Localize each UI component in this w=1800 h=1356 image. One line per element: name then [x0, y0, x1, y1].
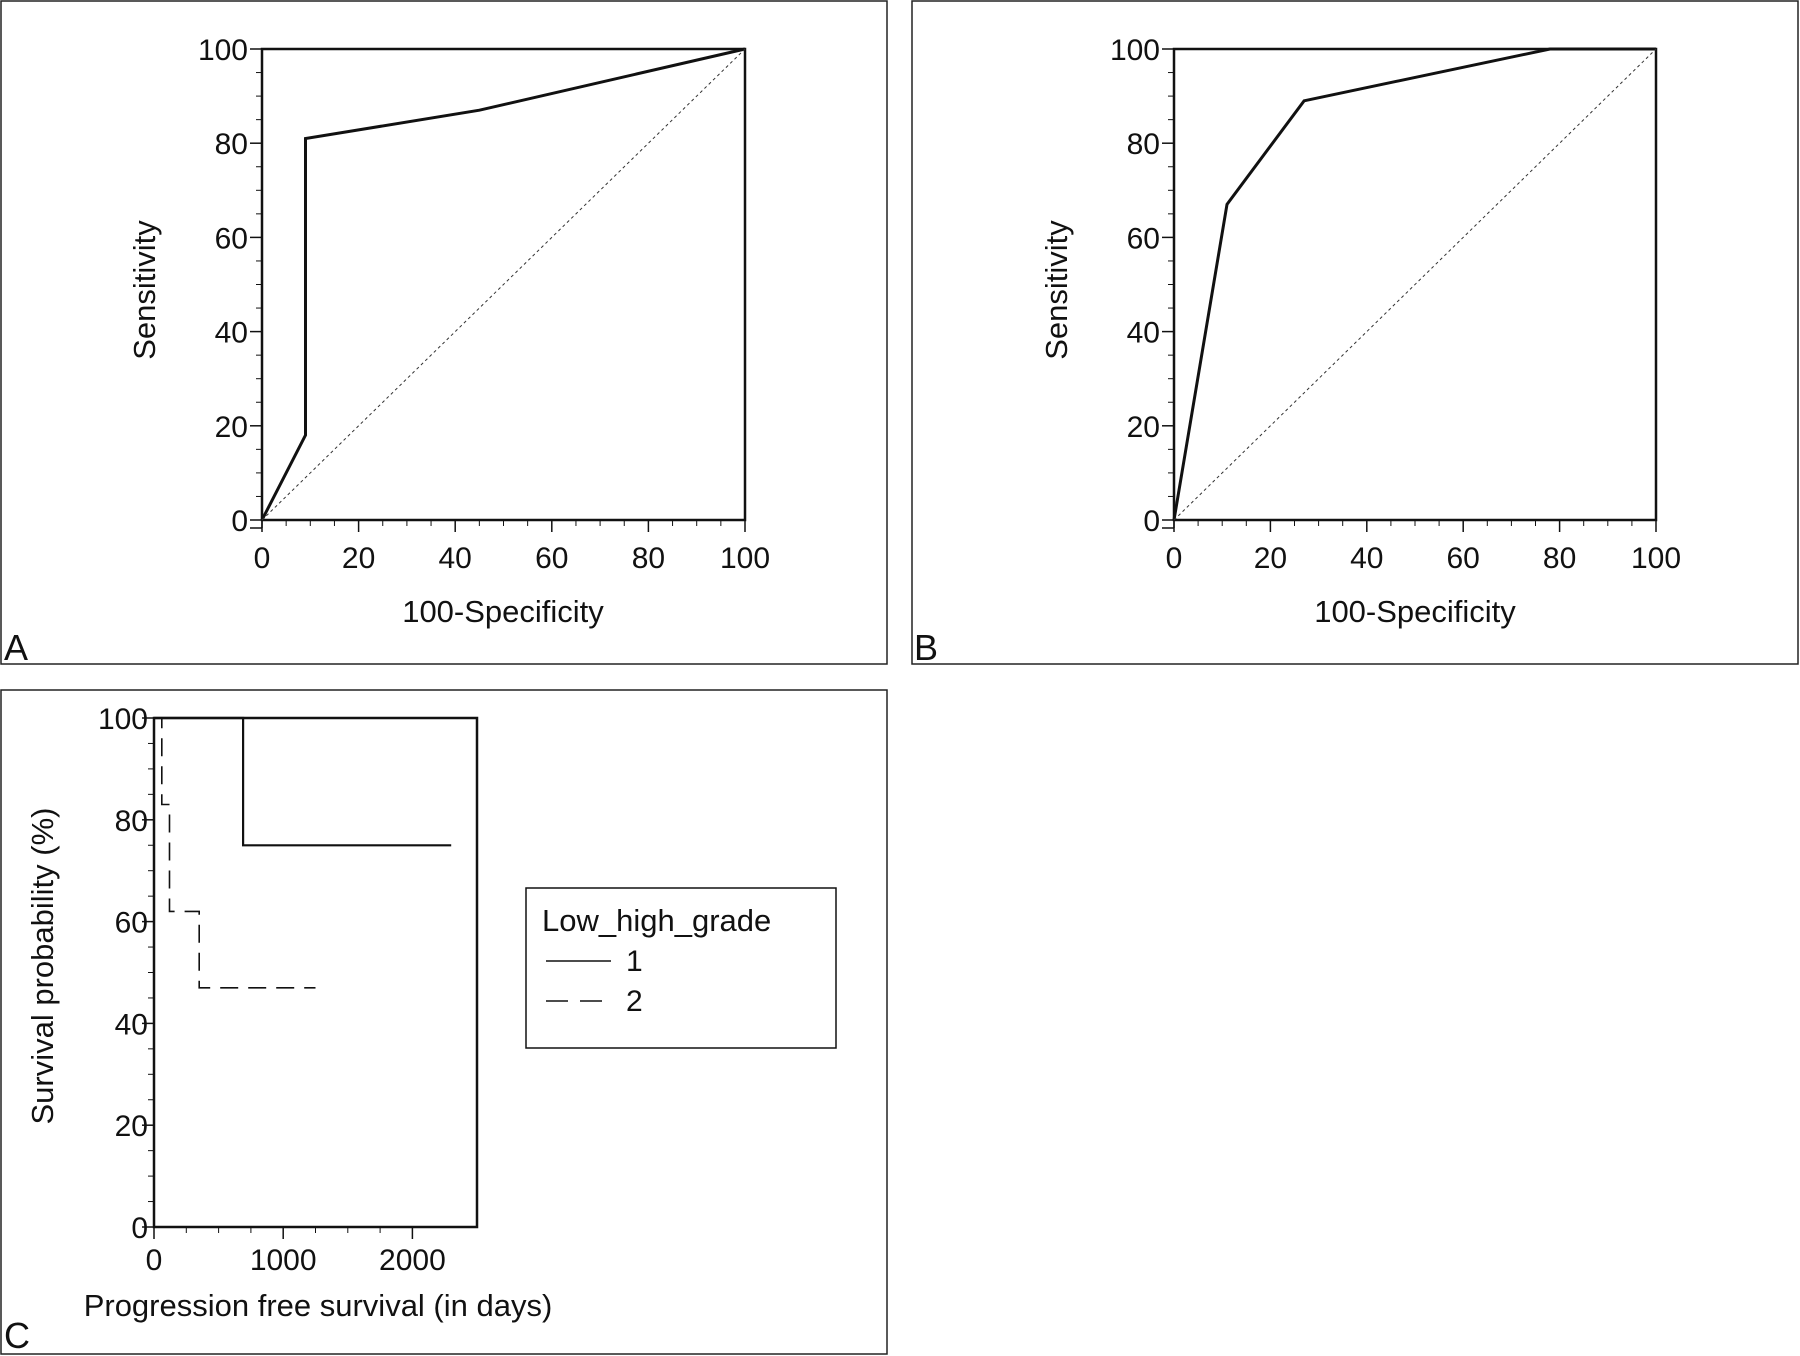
- survival-curve-group-1: [154, 716, 452, 847]
- roc-curve: [1172, 47, 1656, 521]
- y-tick-label: 0: [131, 1212, 148, 1245]
- legend-label: 2: [626, 985, 643, 1018]
- y-tick-label: 0: [1143, 505, 1160, 538]
- x-tick-label: 40: [439, 542, 472, 575]
- legend-title: Low_high_grade: [542, 903, 771, 938]
- panel-letter: B: [914, 627, 938, 668]
- y-tick-label: 0: [231, 505, 248, 538]
- y-tick-label: 100: [1110, 34, 1160, 67]
- reference-diagonal: [1173, 48, 1657, 521]
- plot-area-border: [152, 716, 479, 1229]
- x-tick-label: 0: [254, 542, 271, 575]
- x-tick-label: 0: [146, 1244, 163, 1277]
- survival-curve-group-2: [154, 717, 316, 989]
- x-tick-label: 0: [1166, 542, 1183, 575]
- panel-letter: A: [4, 627, 28, 668]
- x-tick-label: 80: [1543, 542, 1576, 575]
- y-tick-label: 80: [1127, 128, 1160, 161]
- y-axis-title: Sensitivity: [127, 220, 162, 360]
- y-tick-label: 20: [1127, 411, 1160, 444]
- x-tick-label: 60: [535, 542, 568, 575]
- panel-frame: [0, 0, 888, 665]
- x-tick-label: 100: [1631, 542, 1681, 575]
- y-axis-title: Sensitivity: [1039, 220, 1074, 360]
- x-axis-title: 100-Specificity: [402, 594, 604, 629]
- x-axis-title: 100-Specificity: [1314, 594, 1516, 629]
- panel-b: 0 20 40 60 80 100 0 20 40 60 80 100 100-Specificity S…: [911, 0, 1799, 668]
- y-tick-label: 100: [198, 34, 248, 67]
- panel-letter: C: [4, 1315, 30, 1356]
- x-tick-label: 20: [1254, 542, 1287, 575]
- y-axis-title: Survival probability (%): [25, 808, 60, 1125]
- y-tick-label: 100: [98, 703, 148, 736]
- x-axis-title: Progression free survival (in days): [84, 1288, 553, 1323]
- y-tick-label: 40: [115, 1008, 148, 1041]
- legend-label: 1: [626, 945, 643, 978]
- x-tick-label: 40: [1350, 542, 1383, 575]
- x-tick-label: 2000: [379, 1244, 446, 1277]
- x-tick-label: 60: [1447, 542, 1480, 575]
- x-tick-label: 20: [342, 542, 375, 575]
- panel-frame: [0, 689, 888, 1355]
- y-tick-label: 80: [215, 128, 248, 161]
- y-tick-label: 60: [215, 222, 248, 255]
- x-tick-label: 1000: [250, 1244, 317, 1277]
- y-tick-label: 20: [215, 411, 248, 444]
- y-tick-label: 40: [1127, 317, 1160, 350]
- roc-curve: [260, 47, 746, 521]
- y-tick-label: 60: [1127, 222, 1160, 255]
- panel-frame: [911, 0, 1799, 665]
- legend-box: [525, 887, 837, 1049]
- y-tick-label: 60: [115, 907, 148, 940]
- x-tick-label: 100: [720, 542, 770, 575]
- x-tick-label: 80: [632, 542, 665, 575]
- y-tick-label: 80: [115, 805, 148, 838]
- reference-diagonal: [261, 48, 746, 521]
- y-tick-label: 40: [215, 317, 248, 350]
- panel-a: 0 20 40 60 80 100 0 20 40 60 80 100 100-Specificity S…: [0, 0, 888, 668]
- y-tick-label: 20: [115, 1110, 148, 1143]
